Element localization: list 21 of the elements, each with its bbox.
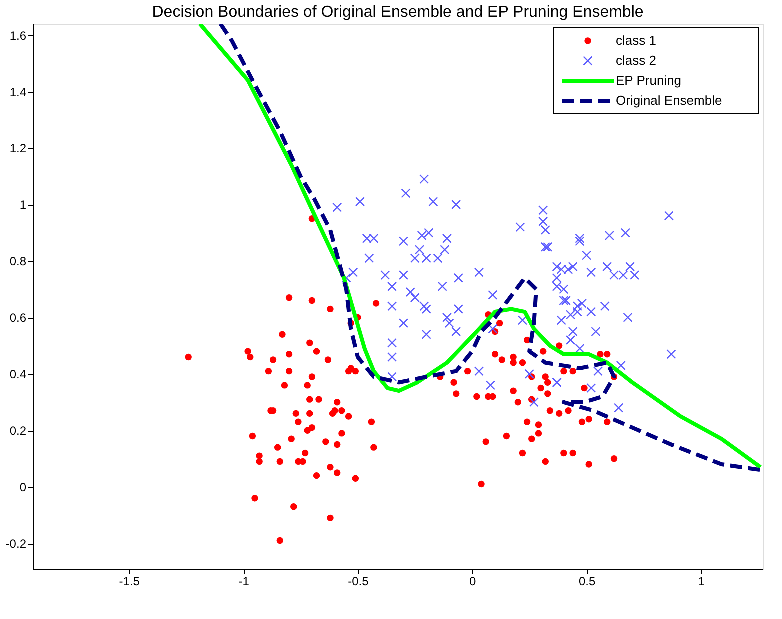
y-tick-label: 1 [20, 198, 27, 212]
legend-label: class 2 [616, 53, 656, 68]
x-tick-label: 0.5 [578, 574, 596, 588]
y-tick-label: 0 [20, 480, 27, 495]
x-tick-label: 0 [470, 574, 477, 588]
chart-title: Decision Boundaries of Original Ensemble and EP Pruning Ensemble [152, 4, 644, 21]
y-tick-label: 0.6 [10, 311, 27, 326]
y-tick-label: 1.4 [10, 85, 27, 100]
y-tick-label: 1.6 [10, 28, 27, 43]
x-tick-label: -0.5 [348, 574, 370, 588]
legend-label: class 1 [616, 33, 656, 48]
y-tick-label: 0.8 [10, 254, 27, 269]
y-tick-label: 1.2 [10, 142, 27, 156]
x-tick-label: 1 [698, 574, 706, 588]
legend-label: Original Ensemble [616, 93, 722, 108]
x-tick-label: -1 [238, 574, 250, 588]
legend-label: EP Pruning [616, 73, 682, 88]
x-tick-label: -1.5 [119, 574, 140, 588]
y-tick-label: -0.2 [6, 537, 27, 552]
y-tick-label: 0.4 [10, 368, 27, 382]
y-tick-label: 0.2 [10, 424, 27, 438]
